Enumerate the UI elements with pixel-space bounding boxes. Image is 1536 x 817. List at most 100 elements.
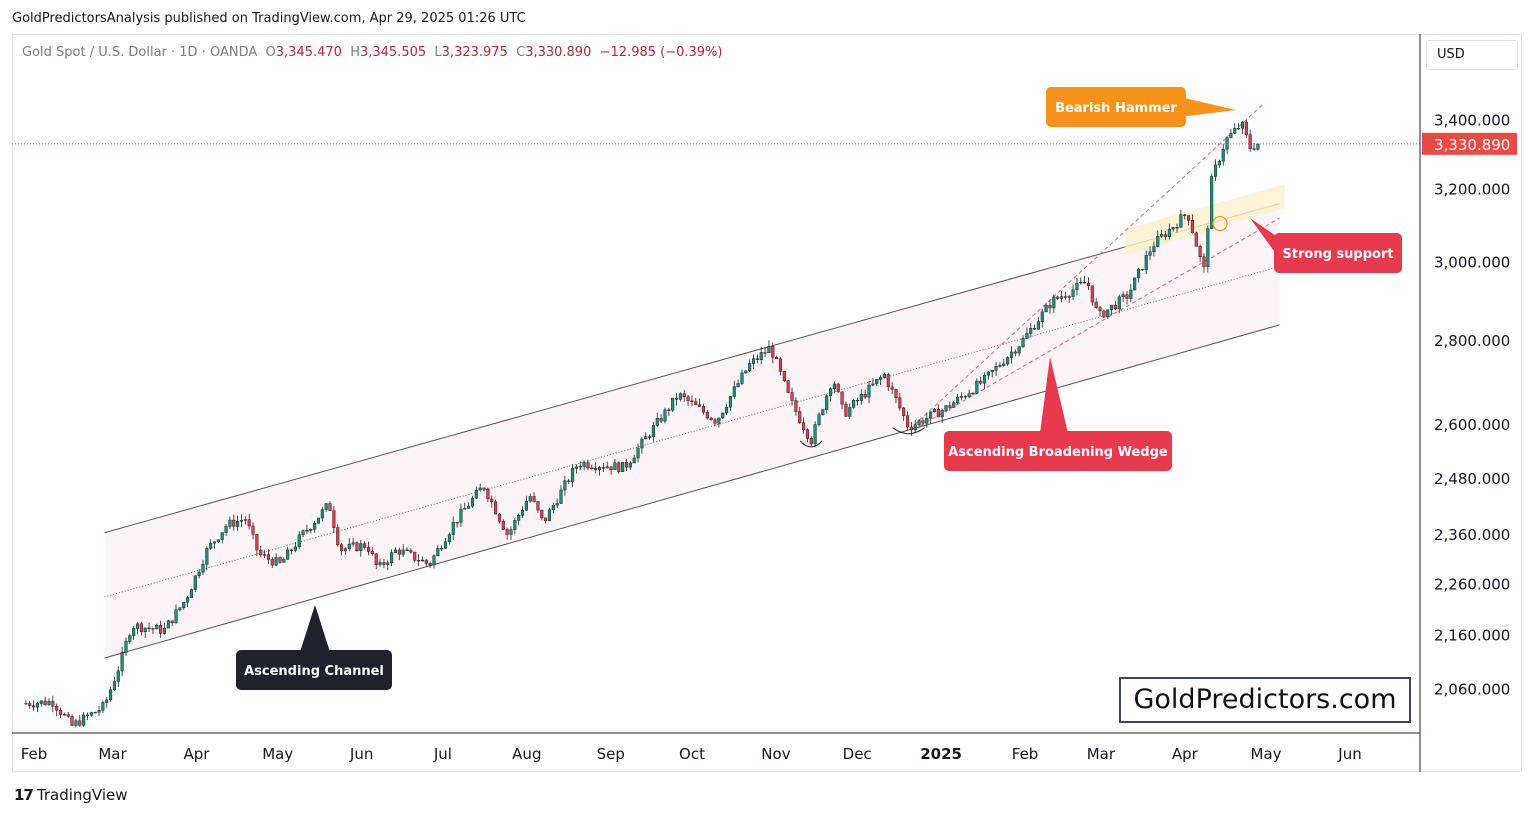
candle-body — [713, 419, 717, 424]
candle-body — [1090, 285, 1094, 303]
wedge-callout-box — [944, 431, 1172, 471]
candle-body — [351, 542, 355, 545]
candle-body — [132, 628, 136, 636]
candle-body — [301, 530, 305, 536]
candle-body — [486, 489, 490, 500]
candle-body — [1048, 305, 1052, 309]
candle-body — [328, 503, 332, 511]
publisher-line: GoldPredictorsAnalysis published on Trad… — [12, 11, 526, 26]
candle-body — [524, 500, 528, 511]
candle-body — [228, 519, 232, 527]
candle-body — [855, 399, 860, 402]
candle-body — [921, 420, 925, 424]
candle-body — [578, 466, 582, 468]
candle-body — [1198, 246, 1202, 257]
wedge-callout-pointer — [1040, 357, 1068, 433]
candle-body — [78, 720, 82, 726]
candle-body — [147, 627, 151, 630]
candle-body — [459, 508, 463, 523]
candle-body — [840, 391, 844, 405]
candle-body — [109, 689, 113, 701]
bearish-hammer-callout-pointer — [1180, 97, 1236, 117]
candle-body — [605, 466, 609, 469]
candle-body — [216, 539, 220, 543]
candle-body — [1233, 128, 1237, 134]
candle-body — [1221, 148, 1225, 162]
annotations-layer: Bearish Hammer Strong support Ascending Br… — [236, 87, 1402, 690]
candle-body — [1171, 227, 1175, 230]
candle-body — [1152, 246, 1156, 252]
candle-body — [782, 371, 786, 381]
candle-body — [305, 530, 309, 532]
candle-body — [1106, 309, 1110, 318]
candle-body — [1213, 164, 1218, 177]
time-tick-label: May — [262, 745, 293, 763]
candle-body — [282, 559, 286, 563]
candle-body — [732, 386, 736, 397]
candle-body — [667, 409, 671, 411]
candle-body — [97, 710, 101, 713]
candle-body — [463, 508, 467, 510]
symbol-legend: Gold Spot / U.S. Dollar · 1D · OANDA O3,… — [22, 45, 722, 60]
candle-body — [1002, 363, 1006, 366]
candle-body — [952, 402, 956, 408]
candle-body — [867, 384, 871, 398]
candle-body — [417, 560, 421, 562]
candle-body — [316, 517, 321, 524]
candle-body — [1067, 296, 1071, 298]
candle-body — [1063, 296, 1067, 298]
candle-body — [821, 409, 825, 415]
open-value: 3,345.470 — [275, 45, 342, 60]
candle-body — [651, 425, 655, 438]
candle-body — [536, 501, 540, 511]
candle-body — [28, 703, 32, 706]
candle-body — [178, 607, 182, 611]
candle-body — [116, 670, 120, 682]
candle-body — [409, 550, 413, 553]
candle-body — [239, 519, 244, 522]
candle-body — [232, 519, 236, 527]
candle-body — [648, 436, 652, 438]
candle-body — [286, 549, 290, 560]
last-price-tag-label: 3,330.890 — [1434, 136, 1510, 154]
candle-body — [43, 700, 47, 706]
time-tick-label: Apr — [183, 745, 210, 763]
candle-body — [1125, 294, 1129, 299]
wedge-callout: Ascending Broadening Wedge — [944, 357, 1172, 471]
candle-body — [347, 543, 351, 549]
strong-support-callout-box — [1274, 233, 1402, 273]
candle-body — [982, 374, 987, 384]
candle-body — [748, 363, 752, 372]
candle-body — [397, 549, 401, 555]
footer-brand[interactable]: 17 TradingView — [14, 786, 128, 804]
candle-body — [1033, 328, 1037, 330]
candle-body — [1163, 234, 1168, 238]
candle-body — [1079, 282, 1083, 284]
candle-body — [1044, 305, 1048, 313]
channel-lower-line — [104, 324, 1280, 659]
candle-body — [963, 396, 967, 398]
candle-body — [1102, 310, 1106, 318]
candle-body — [717, 417, 721, 424]
candle-body — [694, 401, 698, 406]
candle-body — [701, 406, 706, 413]
price-tick-label: 3,200.000 — [1434, 180, 1510, 198]
candle-body — [836, 383, 840, 393]
tradingview-logo-icon: 17 — [14, 786, 34, 804]
price-tick-label: 3,400.000 — [1434, 112, 1510, 130]
candle-body — [490, 498, 494, 503]
candle-body — [135, 623, 140, 629]
candle-body — [370, 551, 374, 555]
low-arc-marker — [892, 427, 925, 435]
candle-body — [428, 563, 432, 566]
candle-body — [478, 487, 482, 491]
candle-body — [378, 562, 382, 565]
candle-body — [513, 520, 517, 530]
candle-body — [547, 509, 552, 522]
time-tick-label: Mar — [1087, 745, 1116, 763]
candle-body — [1136, 268, 1141, 279]
price-tick-label: 2,600.000 — [1434, 416, 1510, 434]
candle-body — [336, 527, 340, 546]
currency-selector[interactable]: USD — [1426, 40, 1518, 70]
